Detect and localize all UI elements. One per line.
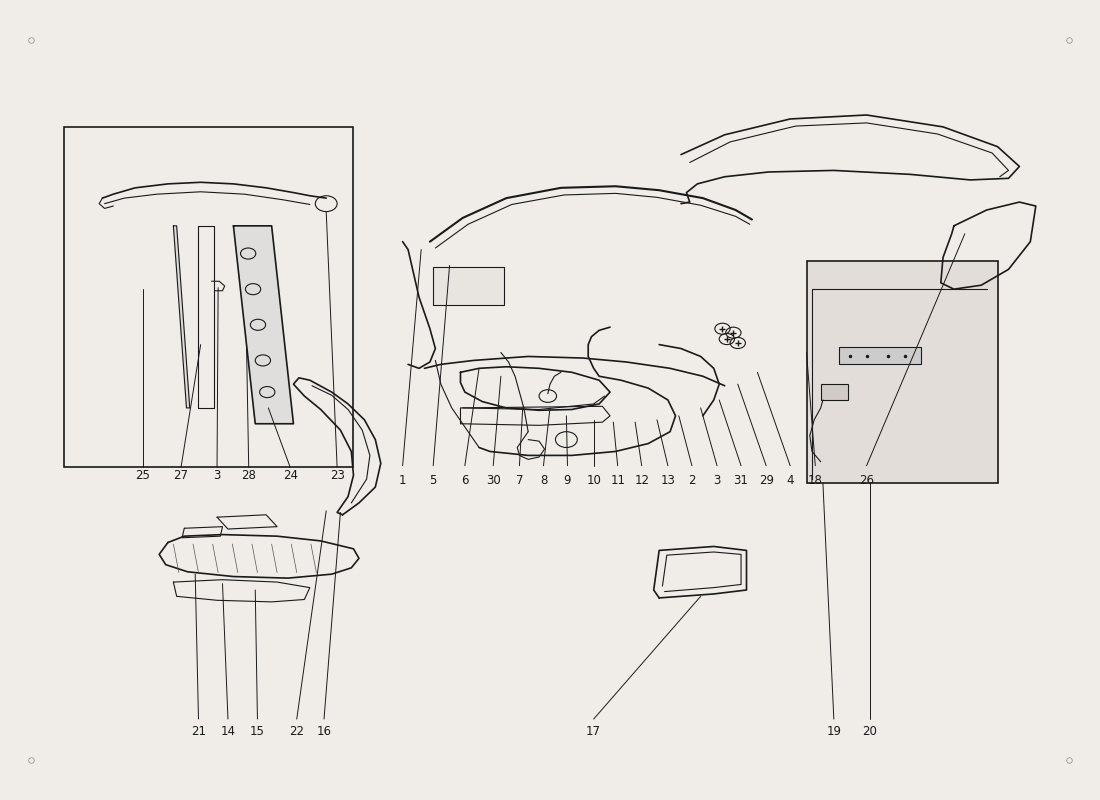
Text: 26: 26	[859, 474, 874, 486]
Text: 28: 28	[241, 469, 256, 482]
Text: 31: 31	[734, 474, 748, 486]
Bar	[839, 347, 921, 364]
Text: 2: 2	[689, 474, 695, 486]
Text: 3: 3	[713, 474, 721, 486]
Text: 30: 30	[486, 474, 500, 486]
Text: 15: 15	[250, 725, 265, 738]
Text: 14: 14	[220, 725, 235, 738]
Bar	[806, 262, 998, 483]
Text: 13: 13	[660, 474, 675, 486]
Text: 22: 22	[289, 725, 305, 738]
Text: 6: 6	[461, 474, 469, 486]
Text: 12: 12	[635, 474, 649, 486]
Text: 11: 11	[610, 474, 625, 486]
Text: 27: 27	[174, 469, 188, 482]
Text: 16: 16	[317, 725, 331, 738]
Text: 29: 29	[759, 474, 773, 486]
Polygon shape	[174, 226, 189, 408]
Text: 8: 8	[540, 474, 547, 486]
Text: 1: 1	[399, 474, 406, 486]
Bar	[821, 384, 848, 400]
Polygon shape	[233, 226, 294, 424]
Text: 17: 17	[586, 725, 602, 738]
Text: 19: 19	[826, 725, 842, 738]
Text: 7: 7	[516, 474, 524, 486]
Text: 3: 3	[213, 469, 221, 482]
Text: 23: 23	[330, 469, 344, 482]
Text: 18: 18	[807, 474, 823, 486]
Text: 5: 5	[429, 474, 437, 486]
Text: 10: 10	[586, 474, 601, 486]
Text: 9: 9	[563, 474, 571, 486]
Bar	[433, 267, 504, 305]
Text: 25: 25	[135, 469, 151, 482]
Text: 24: 24	[283, 469, 298, 482]
Text: 20: 20	[862, 725, 878, 738]
Bar	[64, 127, 353, 467]
Text: 21: 21	[191, 725, 206, 738]
Text: 4: 4	[786, 474, 794, 486]
